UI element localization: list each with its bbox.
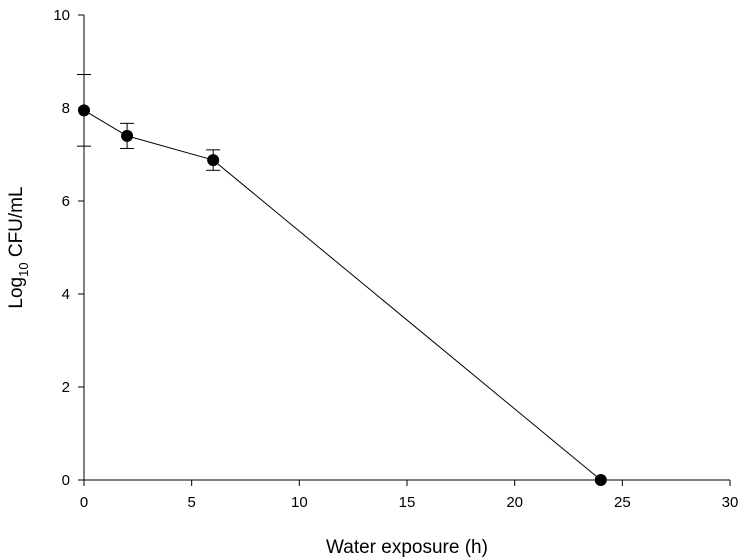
y-axis-title-rest: CFU/mL bbox=[6, 186, 27, 262]
y-axis-title-base: Log bbox=[6, 277, 27, 309]
x-tick-label: 20 bbox=[506, 494, 523, 511]
x-axis-title: Water exposure (h) bbox=[326, 537, 488, 558]
y-axis-title-subscript: 10 bbox=[16, 262, 31, 276]
x-tick-label: 25 bbox=[614, 494, 631, 511]
data-point bbox=[78, 104, 90, 117]
y-axis-ticks: 0 2 4 6 8 10 bbox=[53, 7, 84, 489]
plot-area: 0 5 10 15 20 25 30 0 2 4 6 8 10 bbox=[53, 7, 738, 511]
series-line bbox=[83, 109, 602, 481]
y-axis-title: Log10 CFU/mL bbox=[6, 186, 31, 308]
y-tick-label: 10 bbox=[53, 7, 70, 24]
data-point bbox=[207, 154, 220, 167]
y-tick-label: 4 bbox=[62, 286, 70, 303]
x-axis-ticks: 0 5 10 15 20 25 30 bbox=[80, 480, 739, 511]
y-tick-label: 6 bbox=[62, 193, 70, 210]
x-tick-label: 5 bbox=[187, 494, 195, 511]
series-group bbox=[77, 74, 607, 486]
x-tick-label: 0 bbox=[80, 494, 88, 511]
y-tick-label: 0 bbox=[62, 472, 70, 489]
data-point bbox=[121, 129, 134, 142]
data-point bbox=[594, 474, 607, 486]
y-tick-label: 2 bbox=[62, 379, 70, 396]
x-tick-label: 15 bbox=[399, 494, 416, 511]
y-tick-label: 8 bbox=[62, 100, 70, 117]
x-tick-label: 10 bbox=[291, 494, 308, 511]
x-tick-label: 30 bbox=[722, 494, 739, 511]
